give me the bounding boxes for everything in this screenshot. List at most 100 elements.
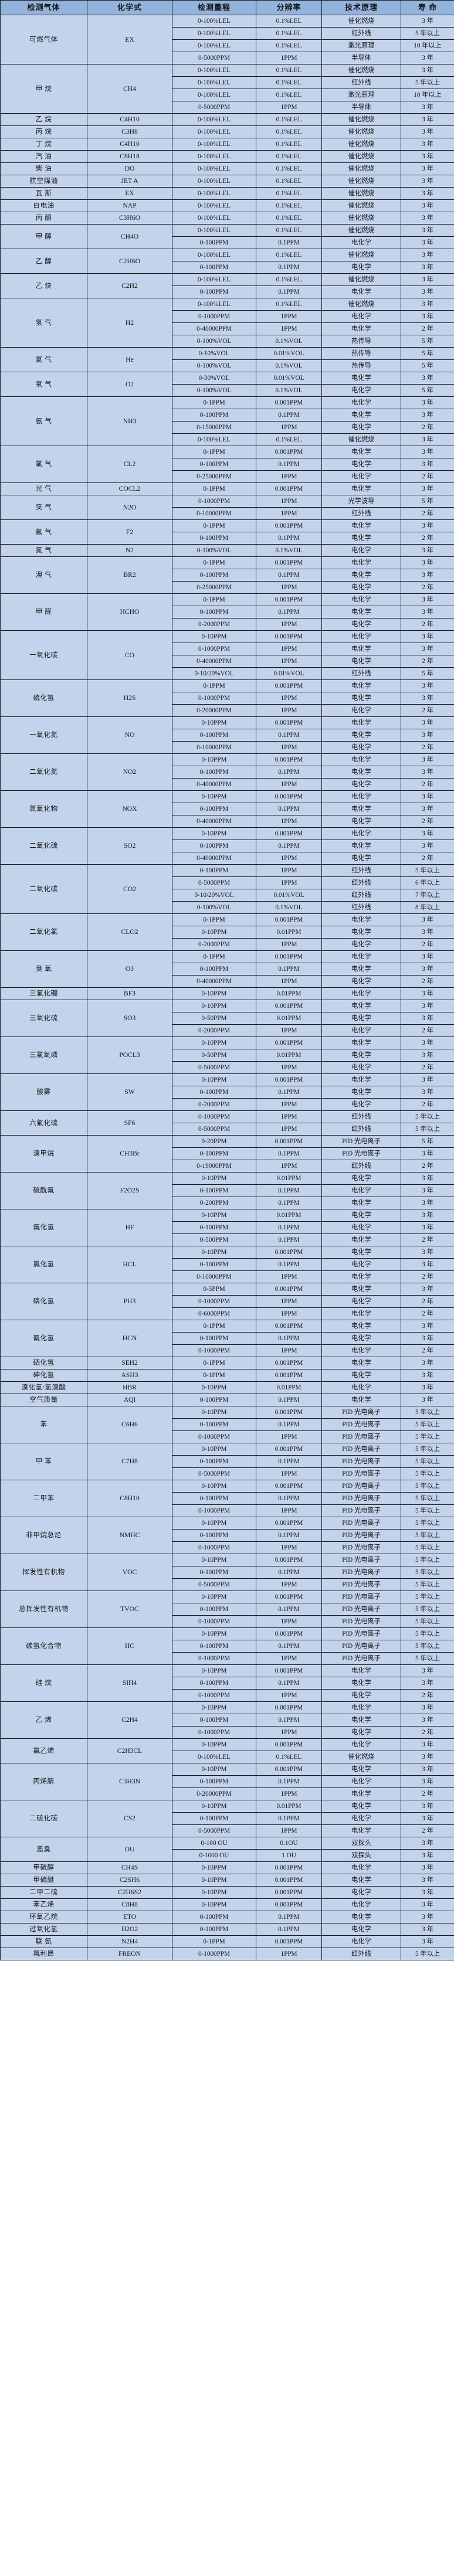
cell-technology: 电化学 <box>321 1726 401 1739</box>
cell-lifetime: 3 年 <box>401 1861 454 1874</box>
cell-technology: 电化学 <box>321 1861 401 1874</box>
cell-lifetime: 5 年以上 <box>401 1554 454 1566</box>
cell-technology: 电化学 <box>321 286 401 298</box>
cell-resolution: 0.1%LEL <box>256 27 322 40</box>
cell-formula: FREON <box>87 1948 172 1960</box>
cell-resolution: 0.01PPM <box>256 1381 322 1394</box>
cell-technology: 催化燃烧 <box>321 212 401 225</box>
table-row: 臭 氧 O3 0-1PPM 0.001PPM 电化学 3 年 <box>0 950 454 988</box>
cell-lifetime: 3 年 <box>401 1886 454 1899</box>
cell-technology: 电化学 <box>321 938 401 951</box>
table-row: 0-40000PPM 1PPM 电化学 2 年 <box>1 975 454 988</box>
table-row: 0-1000PPM 1PPM 电化学 2 年 <box>1 1344 454 1357</box>
cell-resolution: 0.001PPM <box>256 1763 322 1776</box>
cell-lifetime: 3 年 <box>401 1898 454 1911</box>
cell-resolution: 1PPM <box>256 618 322 631</box>
cell-lifetime: 2 年 <box>401 1061 454 1074</box>
table-row: 0-100PPM 0.1PPM PID 光电离子 5 年以上 <box>1 1455 454 1468</box>
cell-resolution: 0.1PPM <box>256 606 322 618</box>
cell-gas: 二甲二硫 <box>0 1886 87 1899</box>
cell-range: 0-100%LEL <box>172 138 256 151</box>
cell-range: 0-100%VOL <box>172 335 256 348</box>
cell-gas: 氟 气 <box>0 519 87 545</box>
cell-lifetime: 2 年 <box>401 778 454 791</box>
cell-lifetime: 3 年 <box>401 1049 454 1062</box>
cell-gas: 氨 气 <box>0 396 87 446</box>
cell-lifetime: 2 年 <box>401 1726 454 1739</box>
cell-resolution: 1PPM <box>256 1430 322 1443</box>
table-row: 二硫化碳 CS2 0-10PPM 0.01PPM 电化学 3 年 <box>0 1800 454 1837</box>
cell-technology: 电化学 <box>321 1689 401 1702</box>
cell-lifetime: 2 年 <box>401 1024 454 1037</box>
cell-formula: C4H10 <box>87 113 172 126</box>
cell-resolution: 1PPM <box>256 1578 322 1591</box>
cell-technology: 电化学 <box>321 741 401 754</box>
cell-lifetime: 3 年 <box>401 1147 454 1160</box>
cell-lifetime: 2 年 <box>401 852 454 865</box>
cell-technology: 双探头 <box>321 1837 401 1850</box>
cell-gas: 乙 烷 <box>0 113 87 126</box>
cell-lifetime: 3 年 <box>401 1911 454 1923</box>
cell-formula: C2SH6 <box>87 1874 172 1887</box>
table-row: 三氧化硫 SO3 0-10PPM 0.001PPM 电化学 3 年 <box>0 1000 454 1037</box>
cell-resolution: 0.001PPM <box>256 1664 322 1677</box>
table-row: 0-1000PPM 1PPM 电化学 3 年 <box>1 692 454 705</box>
table-row: 氨 气 NH3 0-1PPM 0.001PPM 电化学 3 年 <box>0 396 454 446</box>
cell-resolution: 1PPM <box>256 1652 322 1665</box>
cell-range: 0-1000PPM <box>172 1504 256 1517</box>
cell-technology: PID 光电离子 <box>321 1541 401 1554</box>
cell-resolution: 0.1PPM <box>256 766 322 779</box>
table-row: 0-19000PPM 1PPM 红外线 2 年 <box>1 1160 454 1173</box>
cell-range: 0-5000PPM <box>172 1824 256 1837</box>
cell-range: 0-100PPM <box>172 606 256 618</box>
cell-formula: CH4S <box>87 1861 172 1874</box>
cell-lifetime: 3 年 <box>401 113 454 126</box>
cell-lifetime: 2 年 <box>401 1233 454 1246</box>
cell-resolution: 0.01PPM <box>256 1209 322 1222</box>
cell-lifetime: 3 年 <box>401 1332 454 1345</box>
cell-resolution: 0.1%LEL <box>256 113 322 126</box>
table-row: 硒化氢 SEH2 0-1PPM 0.001PPM 电化学 3 年 <box>0 1357 454 1369</box>
cell-gas: 一氧化碳 <box>0 630 87 680</box>
cell-resolution: 1PPM <box>256 1824 322 1837</box>
cell-resolution: 0.1PPM <box>256 261 322 274</box>
cell-technology: PID 光电离子 <box>321 1615 401 1628</box>
cell-range: 0-10PPM <box>172 1701 256 1714</box>
cell-technology: 电化学 <box>321 1320 401 1333</box>
table-row: 一氧化碳 CO 0-10PPM 0.001PPM 电化学 3 年 <box>0 630 454 680</box>
cell-technology: 电化学 <box>321 606 401 618</box>
cell-technology: 电化学 <box>321 1073 401 1086</box>
cell-lifetime: 2 年 <box>401 421 454 434</box>
cell-lifetime: 8 年以上 <box>401 901 454 914</box>
cell-range: 0-40000PPM <box>172 815 256 828</box>
table-row: 0-100PPM 0.1PPM 电化学 3 年 <box>1 1086 454 1099</box>
cell-range: 0-10000PPM <box>172 507 256 520</box>
table-row: 0-10/20%VOL 0.01%VOL 红外线 5 年 <box>1 667 454 680</box>
cell-resolution: 0.001PPM <box>256 1886 322 1899</box>
cell-resolution: 0.1%LEL <box>256 125 322 138</box>
table-row: 总挥发性有机物 TVOC 0-10PPM 0.001PPM PID 光电离子 5 年以上 <box>0 1591 454 1628</box>
cell-range: 0-19000PPM <box>172 1160 256 1173</box>
cell-resolution: 0.1PPM <box>256 409 322 422</box>
cell-resolution: 0.1PPM <box>256 1603 322 1616</box>
cell-technology: 电化学 <box>321 963 401 976</box>
cell-range: 0-100%LEL <box>172 162 256 175</box>
cell-technology: 电化学 <box>321 1197 401 1209</box>
cell-resolution: 0.1PPM <box>256 1775 322 1788</box>
table-row: 可燃气体 EX 0-100%LEL 0.1%LEL 催化燃烧 3 年 <box>0 15 454 64</box>
cell-technology: PID 光电离子 <box>321 1492 401 1505</box>
table-row: 丙烯腈 C3H3N 0-10PPM 0.001PPM 电化学 3 年 <box>0 1763 454 1800</box>
cell-formula: VOC <box>87 1554 172 1591</box>
cell-range: 0-1000PPM <box>172 1948 256 1960</box>
table-row: 氰化氢 HCN 0-1PPM 0.001PPM 电化学 3 年 <box>0 1320 454 1357</box>
table-row: 0-1000PPM 1PPM PID 光电离子 5 年以上 <box>1 1430 454 1443</box>
cell-formula: C3H3N <box>87 1763 172 1800</box>
cell-range: 0-100PPM <box>172 1455 256 1468</box>
cell-lifetime: 3 年 <box>401 1738 454 1751</box>
cell-lifetime: 3 年 <box>401 950 454 963</box>
cell-resolution: 0.1%LEL <box>256 212 322 225</box>
table-row: 甲 醛 HCHO 0-1PPM 0.001PPM 电化学 3 年 <box>0 593 454 631</box>
table-row: 溴化氢/氢溴酸 HBR 0-10PPM 0.01PPM 电化学 3 年 <box>0 1381 454 1394</box>
cell-gas: 汽 油 <box>0 150 87 163</box>
cell-lifetime: 5 年以上 <box>401 1541 454 1554</box>
